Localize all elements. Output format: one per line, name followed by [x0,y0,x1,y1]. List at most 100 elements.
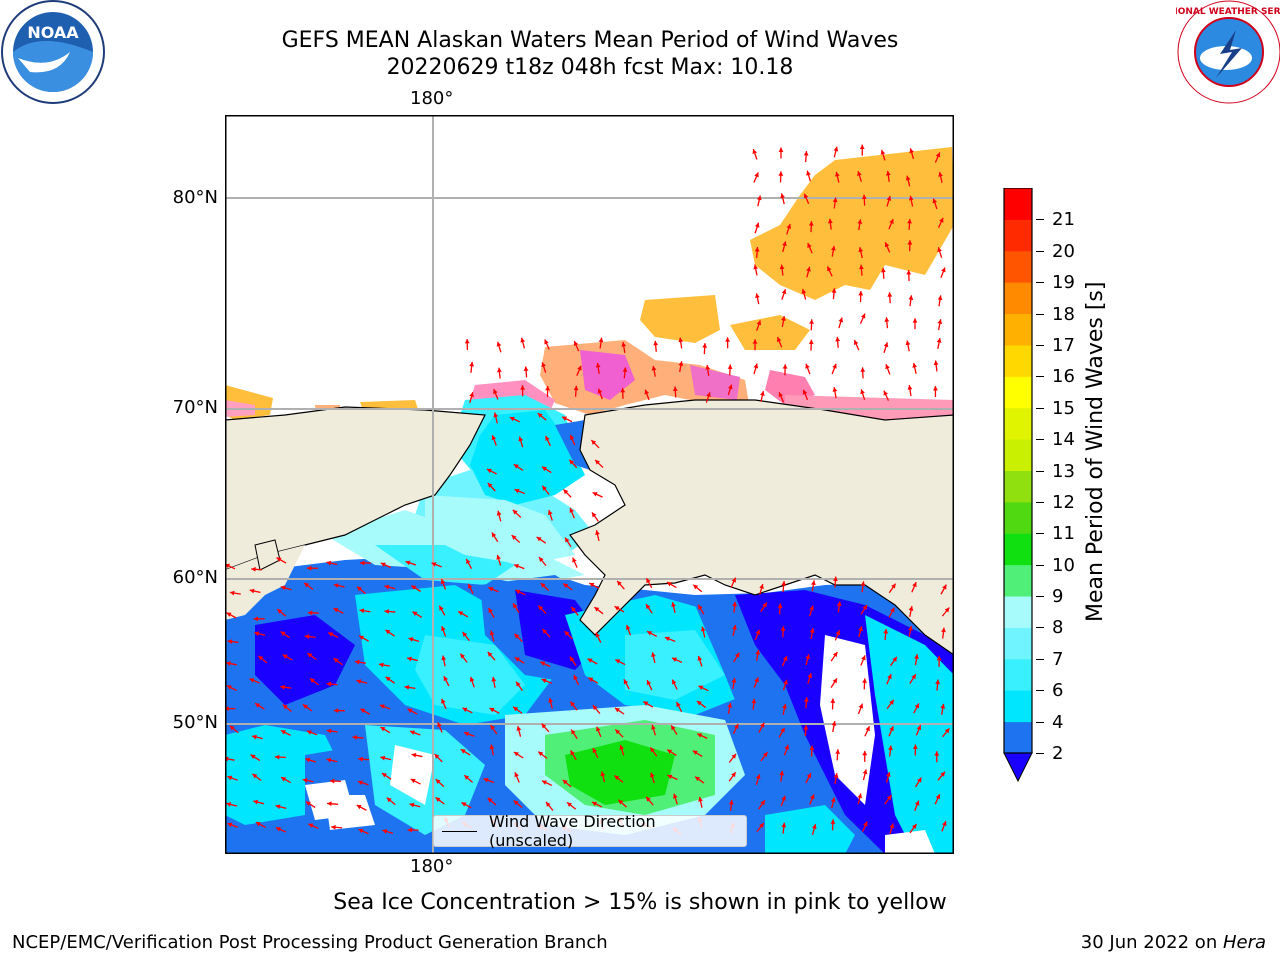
chart-title: GEFS MEAN Alaskan Waters Mean Period of … [281,28,899,53]
wave-arrow-head [908,195,914,201]
wave-arrow-head [595,459,600,465]
wave-arrow-head [588,677,594,682]
wave-arrow-head [935,679,941,685]
wave-arrow-head [333,658,339,663]
wave-arrow-head [331,824,336,830]
colorbar-under-arrow [1003,752,1033,783]
wave-arrow-head [462,707,468,713]
wave-arrow-head [672,386,678,391]
wave-arrow-head [833,576,838,582]
wave-arrow-head [249,588,255,594]
wave-arrow-head [908,625,913,631]
wave-arrow-head [734,652,740,658]
colorbar-tick-mark [1036,501,1044,503]
wave-arrow-head [650,772,655,778]
wave-arrow-head [692,750,698,756]
lat-label-50: 50°N [172,712,218,733]
wave-arrow-head [938,172,943,177]
wave-arrow-head [564,631,570,636]
wave-arrow-head [942,821,947,827]
wave-arrow-head [542,629,548,634]
wave-arrow-head [779,770,785,776]
wave-arrow-head [598,337,604,343]
wave-arrow-head [835,630,841,636]
wave-arrow-head [643,701,649,706]
wave-arrow-head [760,391,765,396]
footer-branch: NCEP/EMC/Verification Post Processing Pr… [12,932,608,953]
wave-arrow-head [916,725,922,731]
wave-arrow-head [595,530,600,536]
wave-arrow-head [859,144,865,150]
nws-logo-text: NATIONAL WEATHER SERVICE [1176,7,1280,17]
colorbar-segment [1004,188,1032,220]
colorbar-segment [1004,721,1032,754]
wave-arrow-head [407,708,413,713]
wave-arrow-head [698,604,703,610]
wave-arrow-head [358,828,364,834]
colorbar-tick-mark [1036,564,1044,566]
colorbar-tick-mark [1036,690,1044,692]
colorbar-segment [1004,250,1032,283]
lat-label-80: 80°N [172,187,218,208]
colorbar-title: Mean Period of Wind Waves [s] [1083,281,1108,622]
wave-arrow-head [520,385,525,390]
wave-arrow-head [781,581,787,586]
wave-arrow-head [776,337,782,342]
wave-arrow-head [513,752,519,757]
wave-arrow-head [644,389,650,395]
wave-arrow-head [410,778,416,784]
wave-arrow-head [333,708,339,714]
wave-arrow-head [754,222,760,228]
wave-arrow-head [706,392,711,398]
wave-arrow-head [857,171,862,177]
wave-arrow-head [760,800,765,806]
wave-arrow-head [887,674,892,680]
wave-arrow-head [890,607,895,613]
wave-arrow-head [809,605,814,611]
wave-arrow-head [752,339,758,344]
wave-arrow-head [731,577,736,583]
graticule [225,115,954,854]
wave-arrow-head [786,223,792,229]
wave-arrow-head [651,724,656,730]
wave-arrow-head [833,773,839,778]
colorbar-tick-mark [1036,439,1044,441]
wave-arrow-head [780,626,786,631]
wave-arrow-head [460,749,466,754]
wave-arrow-head [751,698,757,704]
wave-arrow-head [778,147,784,152]
wave-arrow-head [944,607,950,613]
wave-arrow-head [379,704,385,709]
wave-arrow-head [539,557,544,563]
wave-arrow-head [809,628,815,633]
wave-arrow-head [672,679,677,685]
wave-arrow-head [803,151,809,156]
wave-arrow-head [460,653,465,659]
wave-arrow-head [464,338,470,344]
wave-arrow-head [443,676,448,682]
colorbar-segment [1004,470,1032,503]
wave-arrow-head [732,625,737,630]
wave-arrow-head [512,509,518,515]
wave-arrow-head [778,392,784,398]
wave-arrow-head [592,747,598,753]
wave-arrow-head [573,385,579,391]
colorbar-tick-label: 19 [1052,272,1075,294]
wave-arrow-head [333,608,339,613]
wave-arrow-head [615,729,621,735]
wave-arrow-head [254,631,260,636]
wave-arrow-head [806,266,811,272]
wave-arrow-head [380,755,386,761]
wave-arrow-head [496,510,502,516]
chart-subtitle: 20220629 t18z 048h fcst Max: 10.18 [386,55,794,80]
wave-arrow-head [514,657,520,662]
wave-arrow-head [810,794,815,800]
wave-arrow-head [464,775,470,780]
colorbar-tick-label: 11 [1052,523,1075,545]
wave-arrow-head [781,795,786,801]
wave-arrow-head [650,747,655,753]
wave-arrow-head [496,341,502,347]
wave-arrow-head [307,653,313,658]
colorbar-tick-mark [1036,282,1044,284]
wave-arrow-head [700,626,706,632]
